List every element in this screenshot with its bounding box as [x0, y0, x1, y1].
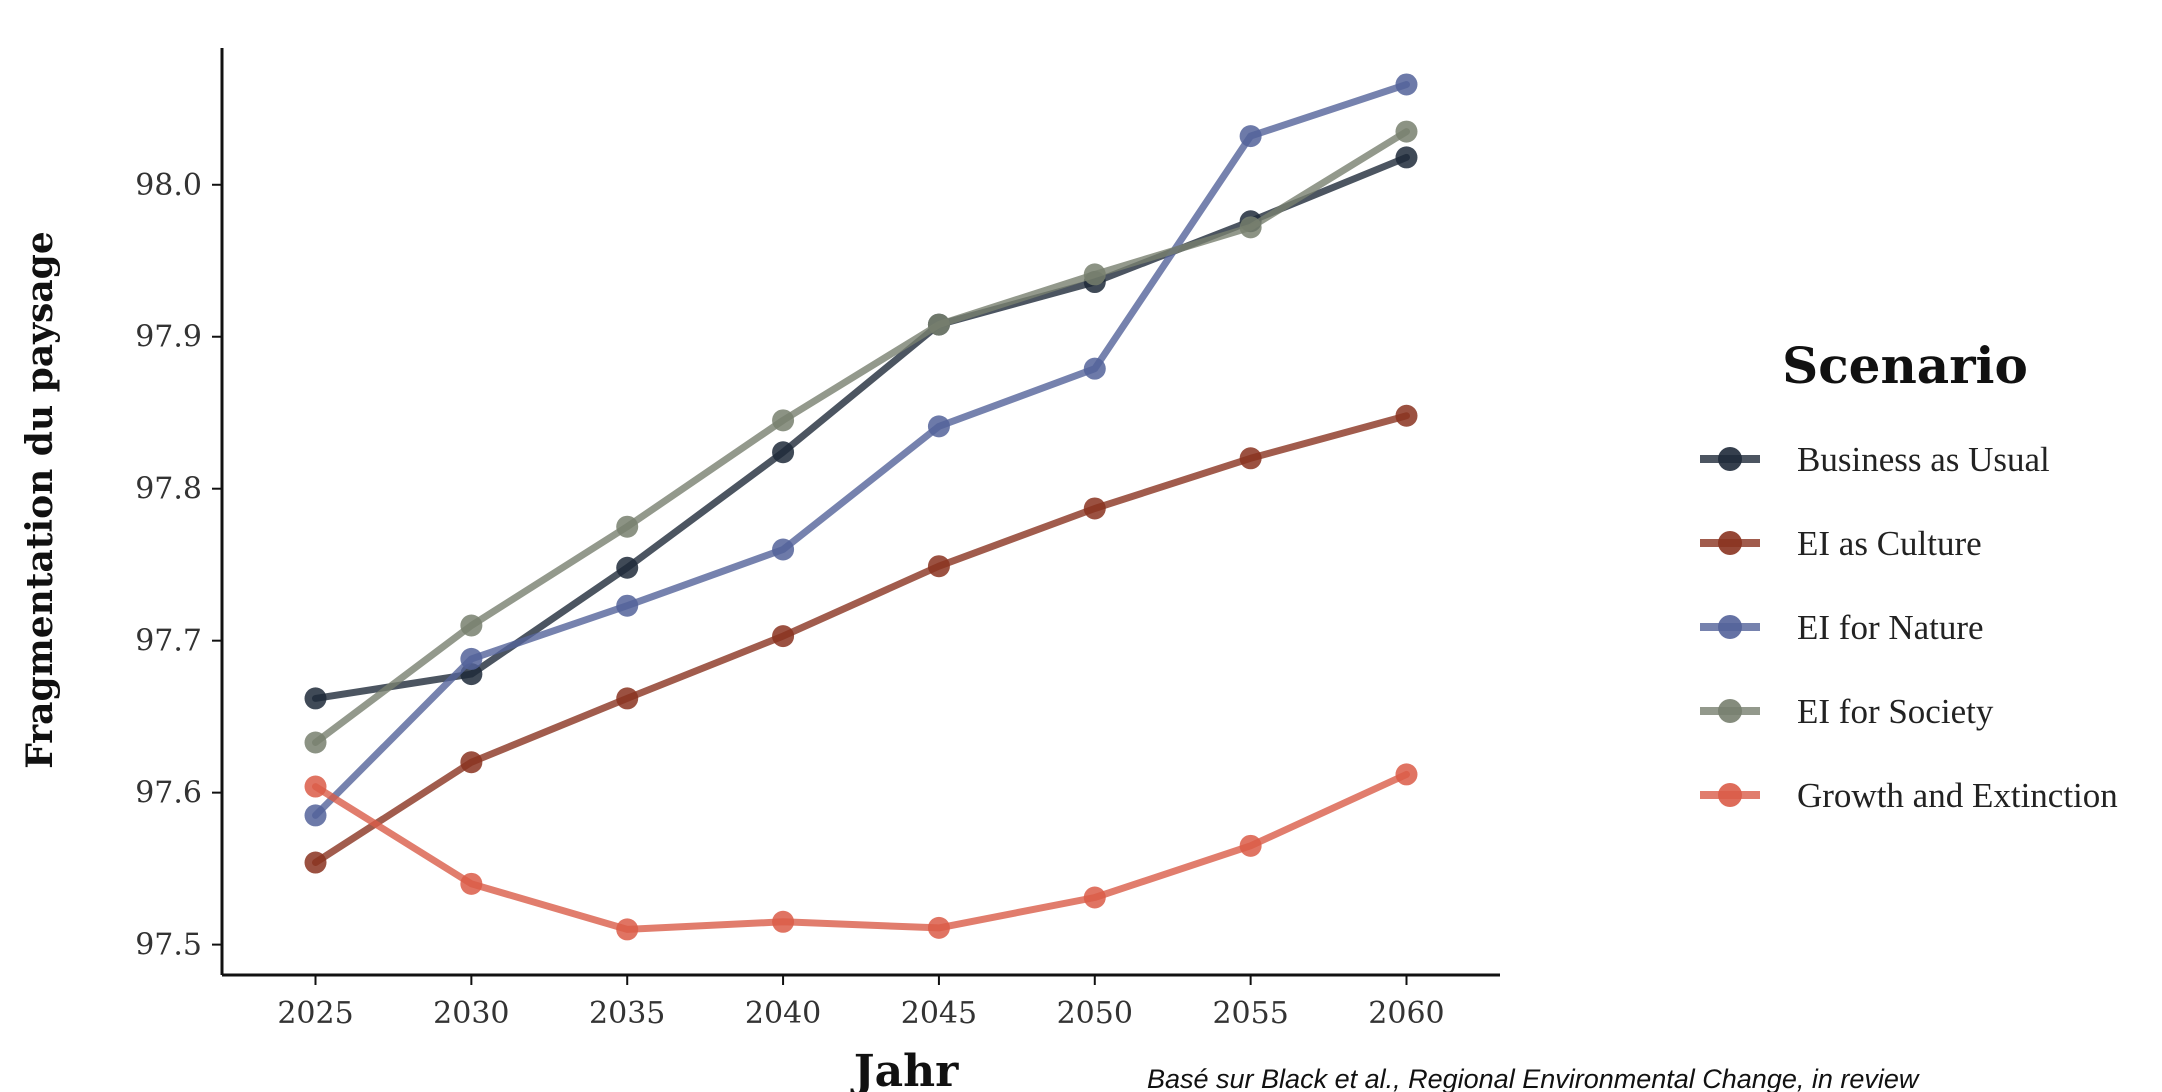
data-point-ei-for-nature [927, 415, 950, 438]
legend-item-ei-for-nature: EI for Nature [1700, 608, 1984, 647]
x-tick-label: 2060 [1368, 996, 1444, 1031]
series-ei-for-nature [304, 73, 1418, 827]
legend: Scenario Business as Usual EI as Culture E… [1700, 336, 2118, 815]
data-point-ei-as-culture [1083, 497, 1106, 520]
data-point-business-as-usual [304, 687, 327, 710]
legend-item-ei-for-society: EI for Society [1700, 692, 1994, 731]
legend-swatch-point [1718, 615, 1742, 639]
data-point-business-as-usual [1395, 146, 1418, 169]
legend-item-business-as-usual: Business as Usual [1700, 440, 2050, 479]
data-point-ei-as-culture [460, 751, 483, 774]
data-point-ei-as-culture [616, 687, 639, 710]
x-axis-title: Jahr [850, 1046, 959, 1092]
data-point-growth-and-extinction [1239, 834, 1262, 857]
data-point-business-as-usual [616, 556, 639, 579]
series-ei-for-society [304, 120, 1418, 754]
data-point-ei-as-culture [927, 555, 950, 578]
source-caption: Basé sur Black et al., Regional Environm… [1147, 1064, 1920, 1092]
legend-item-growth-and-extinction: Growth and Extinction [1700, 776, 2118, 815]
data-point-ei-for-nature [1083, 357, 1106, 380]
x-tick-label: 2035 [589, 996, 665, 1031]
series-growth-and-extinction [304, 763, 1418, 941]
series-line-ei-for-nature [312, 81, 1410, 819]
x-tick-label: 2030 [433, 996, 509, 1031]
data-point-ei-for-society [772, 409, 795, 432]
data-point-growth-and-extinction [616, 918, 639, 941]
series-line-ei-as-culture [312, 412, 1410, 866]
y-axis-title: Fragmentation du paysage [19, 231, 61, 769]
series-line-growth-and-extinction [312, 770, 1410, 933]
data-point-ei-for-nature [1395, 73, 1418, 96]
legend-swatch-point [1718, 531, 1742, 555]
legend-swatch-point [1718, 783, 1742, 807]
legend-label: Business as Usual [1797, 440, 2050, 479]
x-tick-label: 2050 [1057, 996, 1133, 1031]
data-point-ei-for-nature [616, 594, 639, 617]
series-line-business-as-usual [312, 153, 1410, 702]
y-tick-label: 97.7 [135, 624, 202, 659]
data-point-ei-for-society [460, 614, 483, 637]
legend-swatch-point [1718, 447, 1742, 471]
data-point-ei-for-society [616, 515, 639, 538]
data-point-ei-as-culture [1395, 404, 1418, 427]
data-point-growth-and-extinction [927, 916, 950, 939]
x-tick-label: 2025 [277, 996, 353, 1031]
data-point-growth-and-extinction [460, 872, 483, 895]
data-point-ei-for-nature [304, 804, 327, 827]
data-point-growth-and-extinction [304, 775, 327, 798]
x-tick-label: 2040 [745, 996, 821, 1031]
x-tick-label: 2055 [1212, 996, 1288, 1031]
legend-label: EI as Culture [1797, 524, 1982, 563]
series-ei-as-culture [304, 404, 1418, 874]
data-point-ei-for-society [304, 731, 327, 754]
data-point-ei-for-society [1395, 120, 1418, 143]
data-point-business-as-usual [772, 441, 795, 464]
data-point-ei-for-society [1083, 263, 1106, 286]
y-tick-label: 97.8 [135, 472, 202, 507]
data-point-growth-and-extinction [1083, 886, 1106, 909]
legend-item-ei-as-culture: EI as Culture [1700, 524, 1982, 563]
data-point-ei-for-nature [772, 538, 795, 561]
legend-title: Scenario [1782, 336, 2028, 395]
data-point-growth-and-extinction [772, 910, 795, 933]
legend-label: EI for Nature [1797, 608, 1984, 647]
data-point-ei-as-culture [772, 625, 795, 648]
data-point-ei-for-nature [1239, 125, 1262, 148]
data-point-ei-as-culture [304, 851, 327, 874]
data-point-ei-for-society [1239, 216, 1262, 239]
data-point-ei-for-society [927, 313, 950, 336]
series-line-ei-for-society [312, 128, 1410, 746]
legend-label: Growth and Extinction [1797, 776, 2118, 815]
y-tick-label: 98.0 [135, 168, 202, 203]
x-ticks: 2025 2030 2035 2040 2045 2050 2055 2060 [277, 975, 1445, 1031]
legend-items: Business as Usual EI as Culture EI for Nat… [1700, 440, 2118, 815]
data-point-ei-as-culture [1239, 447, 1262, 470]
legend-swatch-point [1718, 699, 1742, 723]
y-ticks: 97.5 97.6 97.7 97.8 97.9 98.0 [135, 168, 222, 963]
data-point-growth-and-extinction [1395, 763, 1418, 786]
axes [220, 48, 1500, 977]
data-point-ei-for-nature [460, 647, 483, 670]
legend-label: EI for Society [1797, 692, 1994, 731]
y-tick-label: 97.6 [135, 776, 202, 811]
x-tick-label: 2045 [901, 996, 977, 1031]
series-layer [304, 73, 1418, 941]
y-tick-label: 97.5 [135, 928, 202, 963]
y-tick-label: 97.9 [135, 320, 202, 355]
